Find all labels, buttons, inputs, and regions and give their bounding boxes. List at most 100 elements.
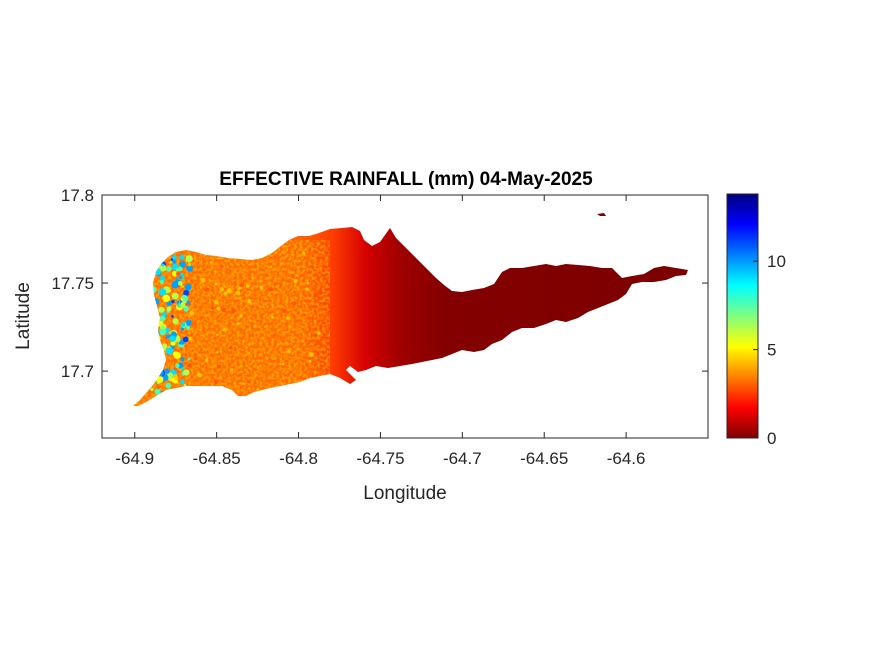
y-axis-ticks: 17.7 17.75 17.8 [51,186,708,381]
rainfall-cell [214,347,218,351]
high-rainfall-cell [166,306,172,312]
islet [597,213,606,216]
rainfall-cell [194,356,198,360]
rainfall-cell [216,306,221,311]
rainfall-cell [272,334,276,337]
x-tick-label: -64.6 [607,449,646,468]
high-rainfall-cell [181,367,184,371]
high-rainfall-cell [179,254,185,260]
rainfall-cell [173,374,178,379]
rainfall-cell [219,287,224,292]
rainfall-cell [291,301,297,306]
high-rainfall-cell [165,334,170,339]
high-rainfall-cell [171,292,179,300]
rainfall-cell [226,288,232,293]
rainfall-cell [270,315,274,319]
high-rainfall-cell [171,280,179,289]
rainfall-cell [281,308,287,314]
high-rainfall-cell [185,319,192,326]
rainfall-cell [175,271,181,277]
colorbar-tick-label: 5 [767,341,776,360]
rainfall-cell [309,352,314,358]
high-rainfall-cell [167,372,173,378]
island-raster [133,213,688,406]
rainfall-cell [168,331,172,335]
rainfall-cell [200,278,206,283]
x-tick-label: -64.7 [443,449,482,468]
colorbar-ramp [726,193,759,439]
rainfall-cell [231,276,233,279]
x-tick-label: -64.85 [193,449,241,468]
high-rainfall-cell [161,263,165,267]
rainfall-cell [305,287,309,291]
rainfall-cell [209,261,212,264]
rainfall-cell [197,372,202,378]
rainfall-cell [214,299,219,305]
rainfall-cell [230,368,234,372]
rainfall-cell [204,287,209,292]
rainfall-cell [308,280,311,283]
high-rainfall-cell [177,362,184,369]
high-rainfall-cell [166,300,172,306]
plot-area: -64.9 -64.85 -64.8 -64.75 -64.7 -64.65 -64.6 1… [51,186,709,468]
colorbar-tick-label: 0 [767,429,776,448]
rainfall-cell [281,362,285,366]
rainfall-cell [308,359,312,363]
rainfall-cell [189,310,194,316]
rainfall-cell [169,261,172,265]
high-rainfall-cell [178,341,182,345]
rainfall-cell [216,364,221,369]
rainfall-cell [174,368,177,371]
high-rainfall-cell [158,288,167,296]
rainfall-cell [211,306,215,311]
rainfall-cell [228,345,233,350]
rainfall-cell [317,331,321,336]
high-rainfall-cell [186,325,191,330]
rainfall-cell [221,265,224,268]
x-tick-label: -64.8 [279,449,318,468]
high-rainfall-cell [183,305,189,312]
high-rainfall-cell [180,379,185,385]
high-rainfall-cell [171,300,175,304]
high-rainfall-cell [180,327,185,331]
rainfall-cell [259,285,264,290]
colorbar: 0 5 10 [726,193,786,448]
rainfall-cell [273,255,276,258]
high-rainfall-cell [175,363,180,368]
high-rainfall-cell [160,279,164,284]
high-rainfall-cell [187,357,191,361]
map-title: EFFECTIVE RAINFALL (mm) 04-May-2025 [219,169,593,190]
rainfall-cell [187,262,192,267]
rainfall-cell [239,282,244,288]
rainfall-cell [229,269,232,272]
high-rainfall-cell [183,369,190,376]
rainfall-cell [287,350,291,354]
rainfall-cell [258,299,261,302]
high-rainfall-cell [171,271,178,277]
rainfall-cell [214,282,218,286]
rainfall-cell [204,358,209,363]
high-rainfall-cell [182,336,189,343]
axes-frame [101,194,709,439]
high-rainfall-cell [169,335,176,342]
rainfall-cell [306,281,310,285]
high-rainfall-cell [159,323,167,331]
x-tick-label: -64.75 [356,449,404,468]
rainfall-cell [248,352,250,355]
high-rainfall-cell [165,382,172,389]
rainfall-cell [282,278,285,281]
rainfall-cell [247,299,252,304]
rainfall-cell [190,279,193,282]
high-rainfall-cell [177,266,183,272]
y-tick-label: 17.8 [61,186,94,205]
rainfall-cell [221,307,227,313]
high-rainfall-cell [171,315,174,318]
rainfall-cell [292,262,294,265]
rainfall-cell [286,316,290,320]
high-rainfall-cell [159,328,167,336]
y-tick-label: 17.7 [61,362,94,381]
rainfall-cell [236,322,240,326]
rainfall-cell [268,286,273,292]
rainfall-cell [232,373,235,376]
high-rainfall-cell [178,281,183,286]
